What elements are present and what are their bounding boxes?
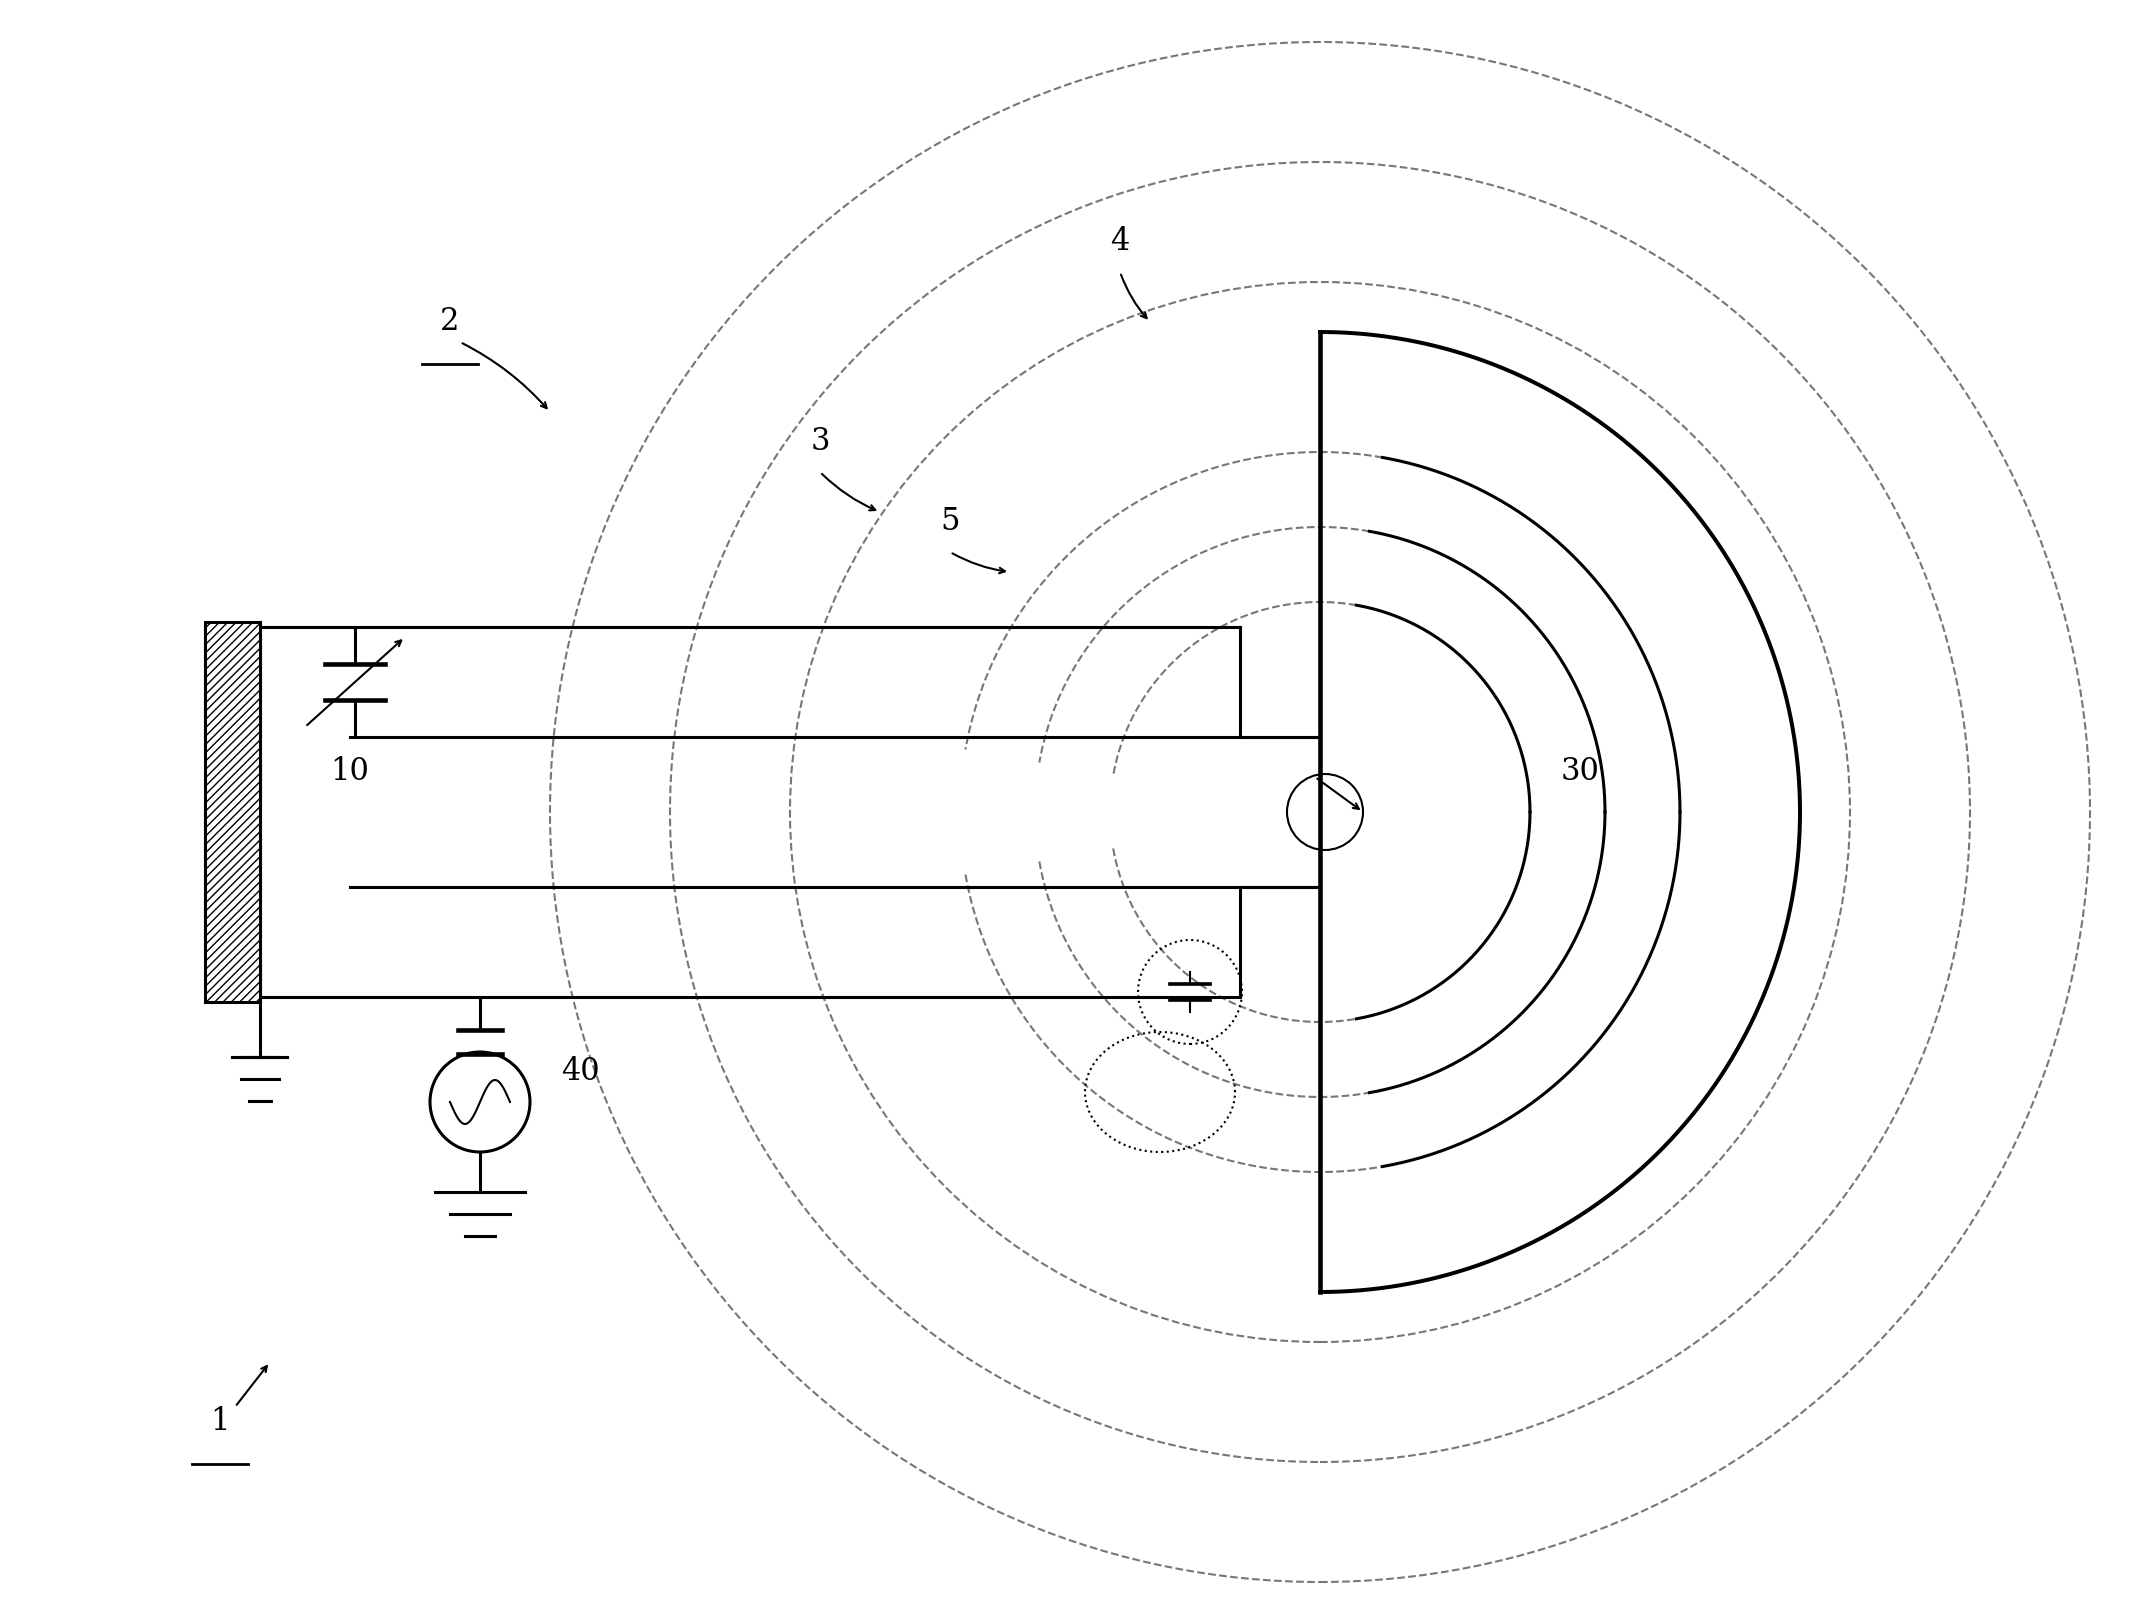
Text: 3: 3 [810, 427, 830, 457]
Text: 30: 30 [1561, 756, 1599, 788]
Text: 2: 2 [440, 307, 459, 337]
Text: 5: 5 [941, 506, 961, 537]
Text: 10: 10 [330, 756, 369, 788]
Bar [206, 621, 259, 1002]
Text: 1: 1 [210, 1406, 229, 1437]
Text: 40: 40 [562, 1056, 600, 1087]
Text: 4: 4 [1111, 227, 1130, 258]
